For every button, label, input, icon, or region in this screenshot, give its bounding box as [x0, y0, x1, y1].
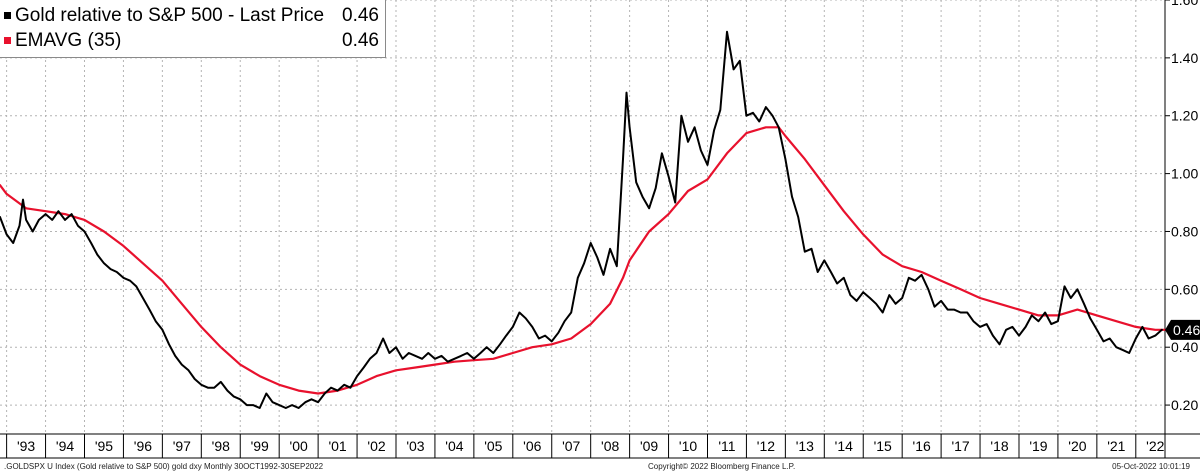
x-tick-label: '04 — [445, 438, 463, 454]
x-tick-label: '17 — [951, 438, 969, 454]
x-tick-label: '99 — [251, 438, 269, 454]
footer-copyright: Copyright© 2022 Bloomberg Finance L.P. — [648, 462, 796, 471]
x-tick-label: '08 — [601, 438, 619, 454]
legend-item-emavg: EMAVG (35) 0.46 — [4, 29, 379, 53]
legend-label: Gold relative to S&P 500 - Last Price — [15, 5, 325, 26]
legend-value: 0.46 — [342, 5, 379, 26]
x-tick-label: '16 — [913, 438, 931, 454]
x-tick-label: '12 — [757, 438, 775, 454]
x-tick-label: '15 — [874, 438, 892, 454]
x-tick-label: '13 — [796, 438, 814, 454]
y-tick-label: 0.20 — [1171, 397, 1198, 413]
series-line-last-price — [0, 30, 1163, 409]
x-tick-label: '21 — [1107, 438, 1125, 454]
x-tick-label: '19 — [1029, 438, 1047, 454]
y-tick-label: 1.20 — [1171, 108, 1198, 124]
x-tick-label: '02 — [367, 438, 385, 454]
x-tick-label: '09 — [640, 438, 658, 454]
y-tick-label: 0.80 — [1171, 223, 1198, 239]
legend-swatch-black — [4, 12, 11, 19]
last-value-badge-label: 0.46 — [1173, 322, 1200, 338]
x-tick-label: '11 — [718, 438, 735, 454]
y-tick-label: 0.60 — [1171, 281, 1198, 297]
plot-area — [0, 0, 1165, 458]
x-tick-label: '10 — [679, 438, 697, 454]
x-axis-ticks: '93 '94 '95 '96 '97 '98 '99 '00 '01 '02 '03 '04 '05 '… — [6, 434, 1165, 458]
x-tick-label: '95 — [95, 438, 113, 454]
last-value-badge: 0.46 — [1165, 319, 1200, 340]
x-tick-label: '22 — [1146, 438, 1164, 454]
y-tick-label: 0.40 — [1171, 339, 1198, 355]
footer-timestamp: 05-Oct-2022 10:01:19 — [1112, 462, 1190, 471]
y-tick-label: 1.00 — [1171, 166, 1198, 182]
last-value-badge-bg — [1165, 319, 1200, 340]
legend-value: 0.46 — [342, 30, 379, 51]
y-tick-label: 1.40 — [1171, 50, 1198, 66]
legend-swatch-red — [4, 37, 11, 44]
x-tick-label: '18 — [990, 438, 1008, 454]
series-layer — [0, 30, 1167, 409]
x-tick-label: '93 — [17, 438, 35, 454]
legend-label: EMAVG (35) — [15, 30, 122, 51]
x-tick-label: '03 — [406, 438, 424, 454]
x-tick-label: '05 — [484, 438, 502, 454]
x-tick-label: '98 — [212, 438, 230, 454]
gridlines — [0, 0, 1165, 434]
x-tick-label: '01 — [328, 438, 346, 454]
y-axis-ticks: 0.20 0.40 0.60 0.80 1.00 1.20 1.40 1.60 — [1165, 0, 1198, 413]
legend-item-last-price: Gold relative to S&P 500 - Last Price 0.… — [4, 4, 379, 28]
x-tick-label: '14 — [835, 438, 853, 454]
x-tick-label: '96 — [134, 438, 152, 454]
series-line-emavg — [0, 126, 1167, 395]
x-tick-label: '06 — [523, 438, 541, 454]
x-tick-label: '20 — [1068, 438, 1086, 454]
legend: Gold relative to S&P 500 - Last Price 0.… — [0, 0, 386, 58]
footer-source: .GOLDSPX U Index (Gold relative to S&P 5… — [4, 462, 324, 471]
x-tick-label: '07 — [562, 438, 580, 454]
x-tick-label: '00 — [290, 438, 308, 454]
y-tick-label: 1.60 — [1171, 0, 1198, 8]
x-tick-label: '97 — [173, 438, 191, 454]
x-tick-label: '94 — [56, 438, 74, 454]
